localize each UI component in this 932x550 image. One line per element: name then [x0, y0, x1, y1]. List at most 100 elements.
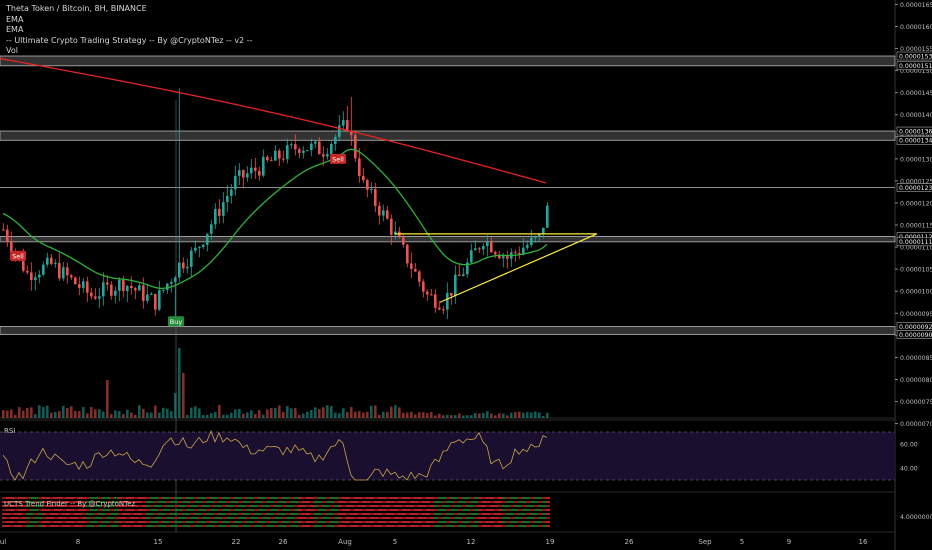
trend-cell	[502, 513, 506, 515]
trend-cell	[154, 509, 158, 511]
trend-cell	[154, 517, 158, 519]
trend-cell	[270, 501, 274, 503]
candle-body	[38, 274, 41, 278]
trend-cell	[282, 505, 286, 507]
trend-cell	[458, 501, 462, 503]
trend-cell	[162, 505, 166, 507]
trend-cell	[122, 501, 126, 503]
volume-bar	[510, 412, 513, 418]
trend-cell	[86, 497, 90, 499]
trend-cell	[226, 497, 230, 499]
candle-body	[26, 270, 29, 273]
candle-body	[110, 284, 113, 296]
trend-cell	[294, 505, 298, 507]
candles-group	[2, 88, 549, 320]
trend-cell	[546, 517, 550, 519]
trend-cell	[438, 497, 442, 499]
trend-cell	[486, 497, 490, 499]
legend-strategy[interactable]: -- Ultimate Crypto Trading Strategy -- B…	[6, 35, 253, 45]
price-level-label: 0.00001342	[899, 138, 932, 145]
rsi-pane-label[interactable]: RSI	[4, 427, 16, 435]
trend-cell	[218, 505, 222, 507]
candle-body	[246, 173, 249, 178]
trend-cell	[250, 501, 254, 503]
trend-cell	[14, 521, 18, 523]
legend-vol[interactable]: Vol	[6, 46, 18, 55]
trend-cell	[502, 501, 506, 503]
trend-cell	[502, 521, 506, 523]
trend-cell	[530, 513, 534, 515]
candle-body	[114, 290, 117, 296]
trend-cell	[46, 501, 50, 503]
trend-cell	[122, 497, 126, 499]
trend-cell	[454, 521, 458, 523]
trend-cell	[458, 497, 462, 499]
volume-group	[2, 348, 549, 418]
trend-cell	[386, 497, 390, 499]
volume-bar	[134, 414, 137, 418]
trend-cell	[138, 509, 142, 511]
trend-cell	[226, 505, 230, 507]
volume-bar	[434, 415, 437, 418]
trend-group	[2, 497, 550, 527]
trend-cell	[446, 513, 450, 515]
trend-cell	[270, 525, 274, 527]
legend-ema-2[interactable]: EMA	[6, 25, 24, 34]
trend-cell	[18, 517, 22, 519]
trend-cell	[462, 505, 466, 507]
trend-cell	[74, 525, 78, 527]
volume-bar	[462, 415, 465, 418]
trend-cell	[70, 501, 74, 503]
trend-cell	[274, 517, 278, 519]
price-level-box	[896, 61, 932, 71]
trend-cell	[30, 525, 34, 527]
trend-pane-label[interactable]: UCTS Trend Finder -- By @CryptoNTez	[4, 500, 136, 508]
trend-cell	[430, 517, 434, 519]
trend-cell	[74, 501, 78, 503]
trend-cell	[142, 513, 146, 515]
trend-cell	[546, 497, 550, 499]
trend-cell	[354, 501, 358, 503]
trend-cell	[26, 525, 30, 527]
price-level-box	[896, 136, 932, 145]
trend-cell	[534, 505, 538, 507]
trend-cell	[102, 521, 106, 523]
volume-bar	[478, 413, 481, 418]
trend-cell	[6, 525, 10, 527]
trend-cell	[106, 525, 110, 527]
trend-cell	[22, 525, 26, 527]
trend-cell	[530, 525, 534, 527]
volume-bar	[494, 415, 497, 418]
trend-cell	[190, 513, 194, 515]
trend-cell	[382, 509, 386, 511]
trend-cell	[306, 513, 310, 515]
candle-body	[78, 284, 81, 288]
trend-cell	[410, 501, 414, 503]
trend-cell	[30, 517, 34, 519]
trend-cell	[358, 509, 362, 511]
trend-cell	[50, 521, 54, 523]
trend-cell	[198, 513, 202, 515]
trend-cell	[178, 497, 182, 499]
trend-cell	[210, 501, 214, 503]
trend-cell	[542, 521, 546, 523]
trend-cell	[542, 513, 546, 515]
trend-cell	[30, 521, 34, 523]
candle-body	[190, 250, 193, 267]
legend-ema-1[interactable]: EMA	[6, 14, 24, 24]
trend-cell	[258, 497, 262, 499]
trend-cell	[470, 525, 474, 527]
trend-cell	[262, 501, 266, 503]
candle-body	[334, 136, 337, 144]
candle-body	[134, 288, 137, 291]
trend-cell	[266, 521, 270, 523]
trend-cell	[62, 501, 66, 503]
candle-body	[330, 143, 333, 154]
trend-cell	[186, 505, 190, 507]
trend-cell	[90, 517, 94, 519]
legend-symbol[interactable]: Theta Token / Bitcoin, 8H, BINANCE	[6, 4, 147, 13]
